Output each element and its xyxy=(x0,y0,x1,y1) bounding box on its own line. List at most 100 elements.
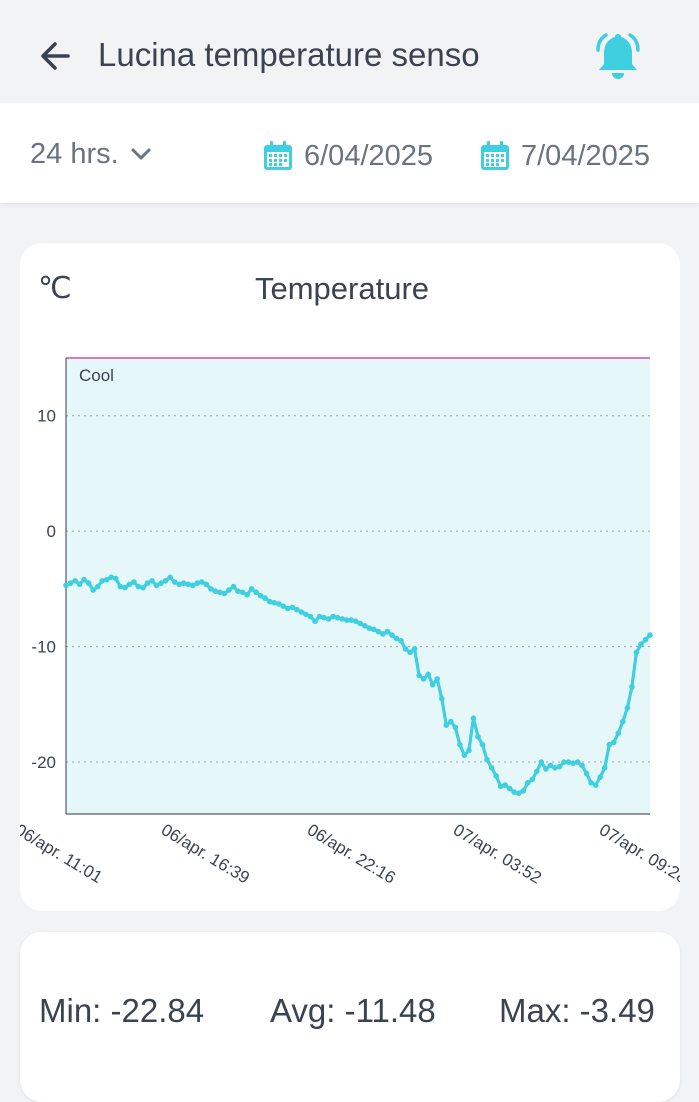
data-point xyxy=(76,581,83,588)
data-point xyxy=(574,759,581,765)
y-tick-label: -20 xyxy=(31,753,56,772)
data-point xyxy=(579,762,585,769)
time-range-value: 24 hrs. xyxy=(30,137,119,170)
data-point xyxy=(384,628,391,635)
data-point xyxy=(235,588,241,594)
data-point xyxy=(647,632,653,638)
data-point xyxy=(547,762,554,769)
data-point xyxy=(457,741,463,748)
data-point xyxy=(180,580,187,586)
data-point xyxy=(479,741,486,748)
data-point xyxy=(113,575,119,582)
data-point xyxy=(221,590,228,597)
date-from-field[interactable]: 6/04/2025 xyxy=(262,135,433,177)
data-point xyxy=(126,581,133,588)
data-point xyxy=(230,583,237,590)
data-point xyxy=(131,579,137,585)
data-point xyxy=(266,598,273,605)
data-point xyxy=(298,609,305,615)
data-point xyxy=(624,705,631,711)
data-point xyxy=(362,623,368,629)
data-point xyxy=(534,768,540,775)
data-point xyxy=(153,582,160,589)
temperature-chart[interactable]: Cool 10 0 -10 -20 06/apr. 11:01 06/apr. 16:39 0… xyxy=(20,243,680,911)
x-tick-label: 06/apr. 22:16 xyxy=(304,820,399,887)
time-range-select[interactable]: 24 hrs. xyxy=(30,133,153,175)
data-point xyxy=(448,718,454,725)
data-point xyxy=(357,620,364,627)
chart-unit-label: ℃ xyxy=(38,272,72,305)
data-point xyxy=(208,586,214,592)
data-point xyxy=(425,671,432,678)
x-tick-label: 06/apr. 16:39 xyxy=(158,820,253,887)
stat-avg: Avg: -11.48 xyxy=(270,992,436,1029)
date-to-field[interactable]: 7/04/2025 xyxy=(479,135,650,177)
temperature-chart-card: ℃ Temperature Cool 10 0 -10 -20 06/apr. 11:01… xyxy=(20,243,680,911)
data-point xyxy=(592,782,599,788)
alerts-button[interactable] xyxy=(588,26,648,86)
data-point xyxy=(393,635,400,642)
data-point xyxy=(611,739,617,746)
x-tick-label: 06/apr. 11:01 xyxy=(20,820,106,887)
data-point xyxy=(615,730,622,736)
data-point xyxy=(162,578,169,584)
back-button[interactable] xyxy=(36,36,76,76)
data-point xyxy=(497,783,504,790)
data-point xyxy=(416,672,422,679)
data-point xyxy=(529,776,536,783)
data-point xyxy=(99,578,105,584)
data-point xyxy=(271,599,277,606)
data-point xyxy=(443,722,450,728)
data-point xyxy=(601,765,608,771)
data-point xyxy=(402,646,409,652)
data-point xyxy=(94,583,101,590)
data-point xyxy=(543,766,549,772)
data-point xyxy=(167,574,173,581)
data-point xyxy=(226,587,232,593)
data-point xyxy=(470,715,477,721)
calendar-icon xyxy=(264,141,292,170)
data-point xyxy=(117,583,124,590)
data-point xyxy=(262,595,268,601)
data-point xyxy=(176,581,182,588)
data-point xyxy=(135,583,142,590)
data-point xyxy=(85,580,92,586)
data-point xyxy=(63,582,69,589)
data-point xyxy=(629,684,635,690)
data-point xyxy=(606,741,613,748)
data-point xyxy=(466,747,472,754)
data-point xyxy=(248,586,255,592)
data-point xyxy=(561,759,567,765)
data-point xyxy=(371,626,377,633)
filter-bar: 24 hrs. 6/04/2025 xyxy=(0,103,699,203)
data-point xyxy=(199,579,205,585)
data-point xyxy=(638,641,644,648)
data-point xyxy=(239,589,246,596)
data-point xyxy=(289,604,296,611)
data-point xyxy=(244,591,250,598)
x-tick-label: 07/apr. 03:52 xyxy=(450,820,545,887)
data-point xyxy=(294,606,300,613)
data-point xyxy=(429,681,436,688)
arrow-left-icon xyxy=(41,42,70,70)
data-point xyxy=(334,614,341,621)
data-point xyxy=(325,616,332,622)
data-point xyxy=(488,765,495,771)
data-point xyxy=(366,625,373,631)
data-point xyxy=(407,649,413,656)
data-point xyxy=(185,581,191,588)
y-tick-label: 10 xyxy=(37,407,56,426)
data-point xyxy=(506,785,513,792)
data-point xyxy=(411,646,418,652)
stat-max: Max: -3.49 xyxy=(499,992,655,1029)
data-point xyxy=(520,788,526,794)
calendar-icon xyxy=(481,141,509,170)
data-point xyxy=(122,584,128,591)
data-point xyxy=(511,789,517,795)
data-point xyxy=(321,614,327,621)
page-title: Lucina temperature senso xyxy=(98,36,480,73)
data-point xyxy=(588,780,594,786)
chart-title: Temperature xyxy=(254,271,430,306)
data-point xyxy=(307,613,314,620)
data-point xyxy=(90,587,96,593)
